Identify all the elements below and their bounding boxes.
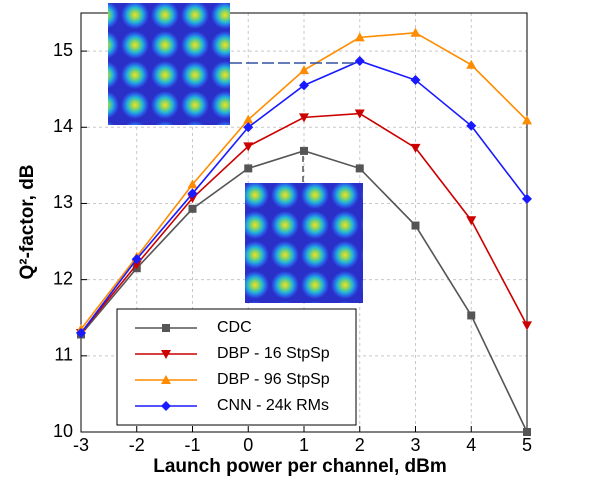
marker (354, 109, 365, 119)
axes-frame (80, 12, 528, 433)
marker (76, 327, 86, 338)
marker (161, 375, 171, 384)
marker (300, 146, 308, 155)
x-axis-label: Launch power per channel, dBm (153, 456, 447, 477)
inset-top (108, 3, 230, 125)
legend-label: CDC (217, 319, 252, 336)
marker (355, 164, 364, 173)
marker (244, 164, 253, 173)
marker (187, 179, 198, 189)
marker (243, 142, 254, 152)
x-tick-label: 2 (355, 435, 365, 455)
x-tick-label: -1 (184, 435, 200, 455)
marker (410, 143, 421, 153)
marker (354, 55, 365, 66)
legend-label: CNN - 24k RMs (217, 397, 329, 414)
x-tick-label: 1 (299, 435, 309, 455)
marker (162, 324, 170, 332)
marker (466, 216, 477, 226)
marker (243, 114, 254, 124)
marker (522, 193, 532, 204)
marker (299, 80, 309, 91)
x-tick-label: -2 (129, 435, 145, 455)
x-tick-label: 0 (243, 435, 253, 455)
marker (354, 32, 365, 42)
marker (522, 115, 532, 125)
marker (410, 75, 421, 86)
x-tick-label: -3 (73, 435, 89, 455)
inset-bottom (245, 183, 363, 303)
y-axis-label: Q²-factor, dB (17, 164, 38, 279)
y-tick-label: 10 (53, 421, 73, 441)
marker (466, 120, 477, 131)
marker (187, 188, 198, 199)
marker (410, 27, 421, 37)
legend: CDC DBP - 16 StpSp DBP - 96 StpSp CNN - 24k… (116, 308, 357, 426)
legend-label: DBP - 16 StpSp (217, 345, 330, 362)
marker (467, 311, 476, 320)
y-tick-label: 14 (53, 116, 73, 136)
marker (523, 428, 531, 436)
y-tick-label: 12 (53, 268, 73, 288)
x-tick-label: 4 (466, 435, 476, 455)
marker (161, 401, 171, 411)
marker (522, 321, 532, 331)
y-tick-label: 11 (54, 345, 73, 365)
legend-label: DBP - 96 StpSp (217, 371, 330, 388)
x-tick-label: 3 (410, 435, 420, 455)
marker (243, 122, 254, 133)
marker (299, 65, 309, 75)
marker (161, 350, 171, 359)
marker (411, 221, 420, 230)
marker (299, 113, 309, 123)
y-tick-label: 13 (53, 192, 73, 212)
marker (466, 59, 477, 69)
x-tick-label: 5 (522, 435, 532, 455)
y-tick-label: 15 (53, 40, 73, 60)
marker (131, 254, 142, 265)
marker (188, 204, 197, 213)
